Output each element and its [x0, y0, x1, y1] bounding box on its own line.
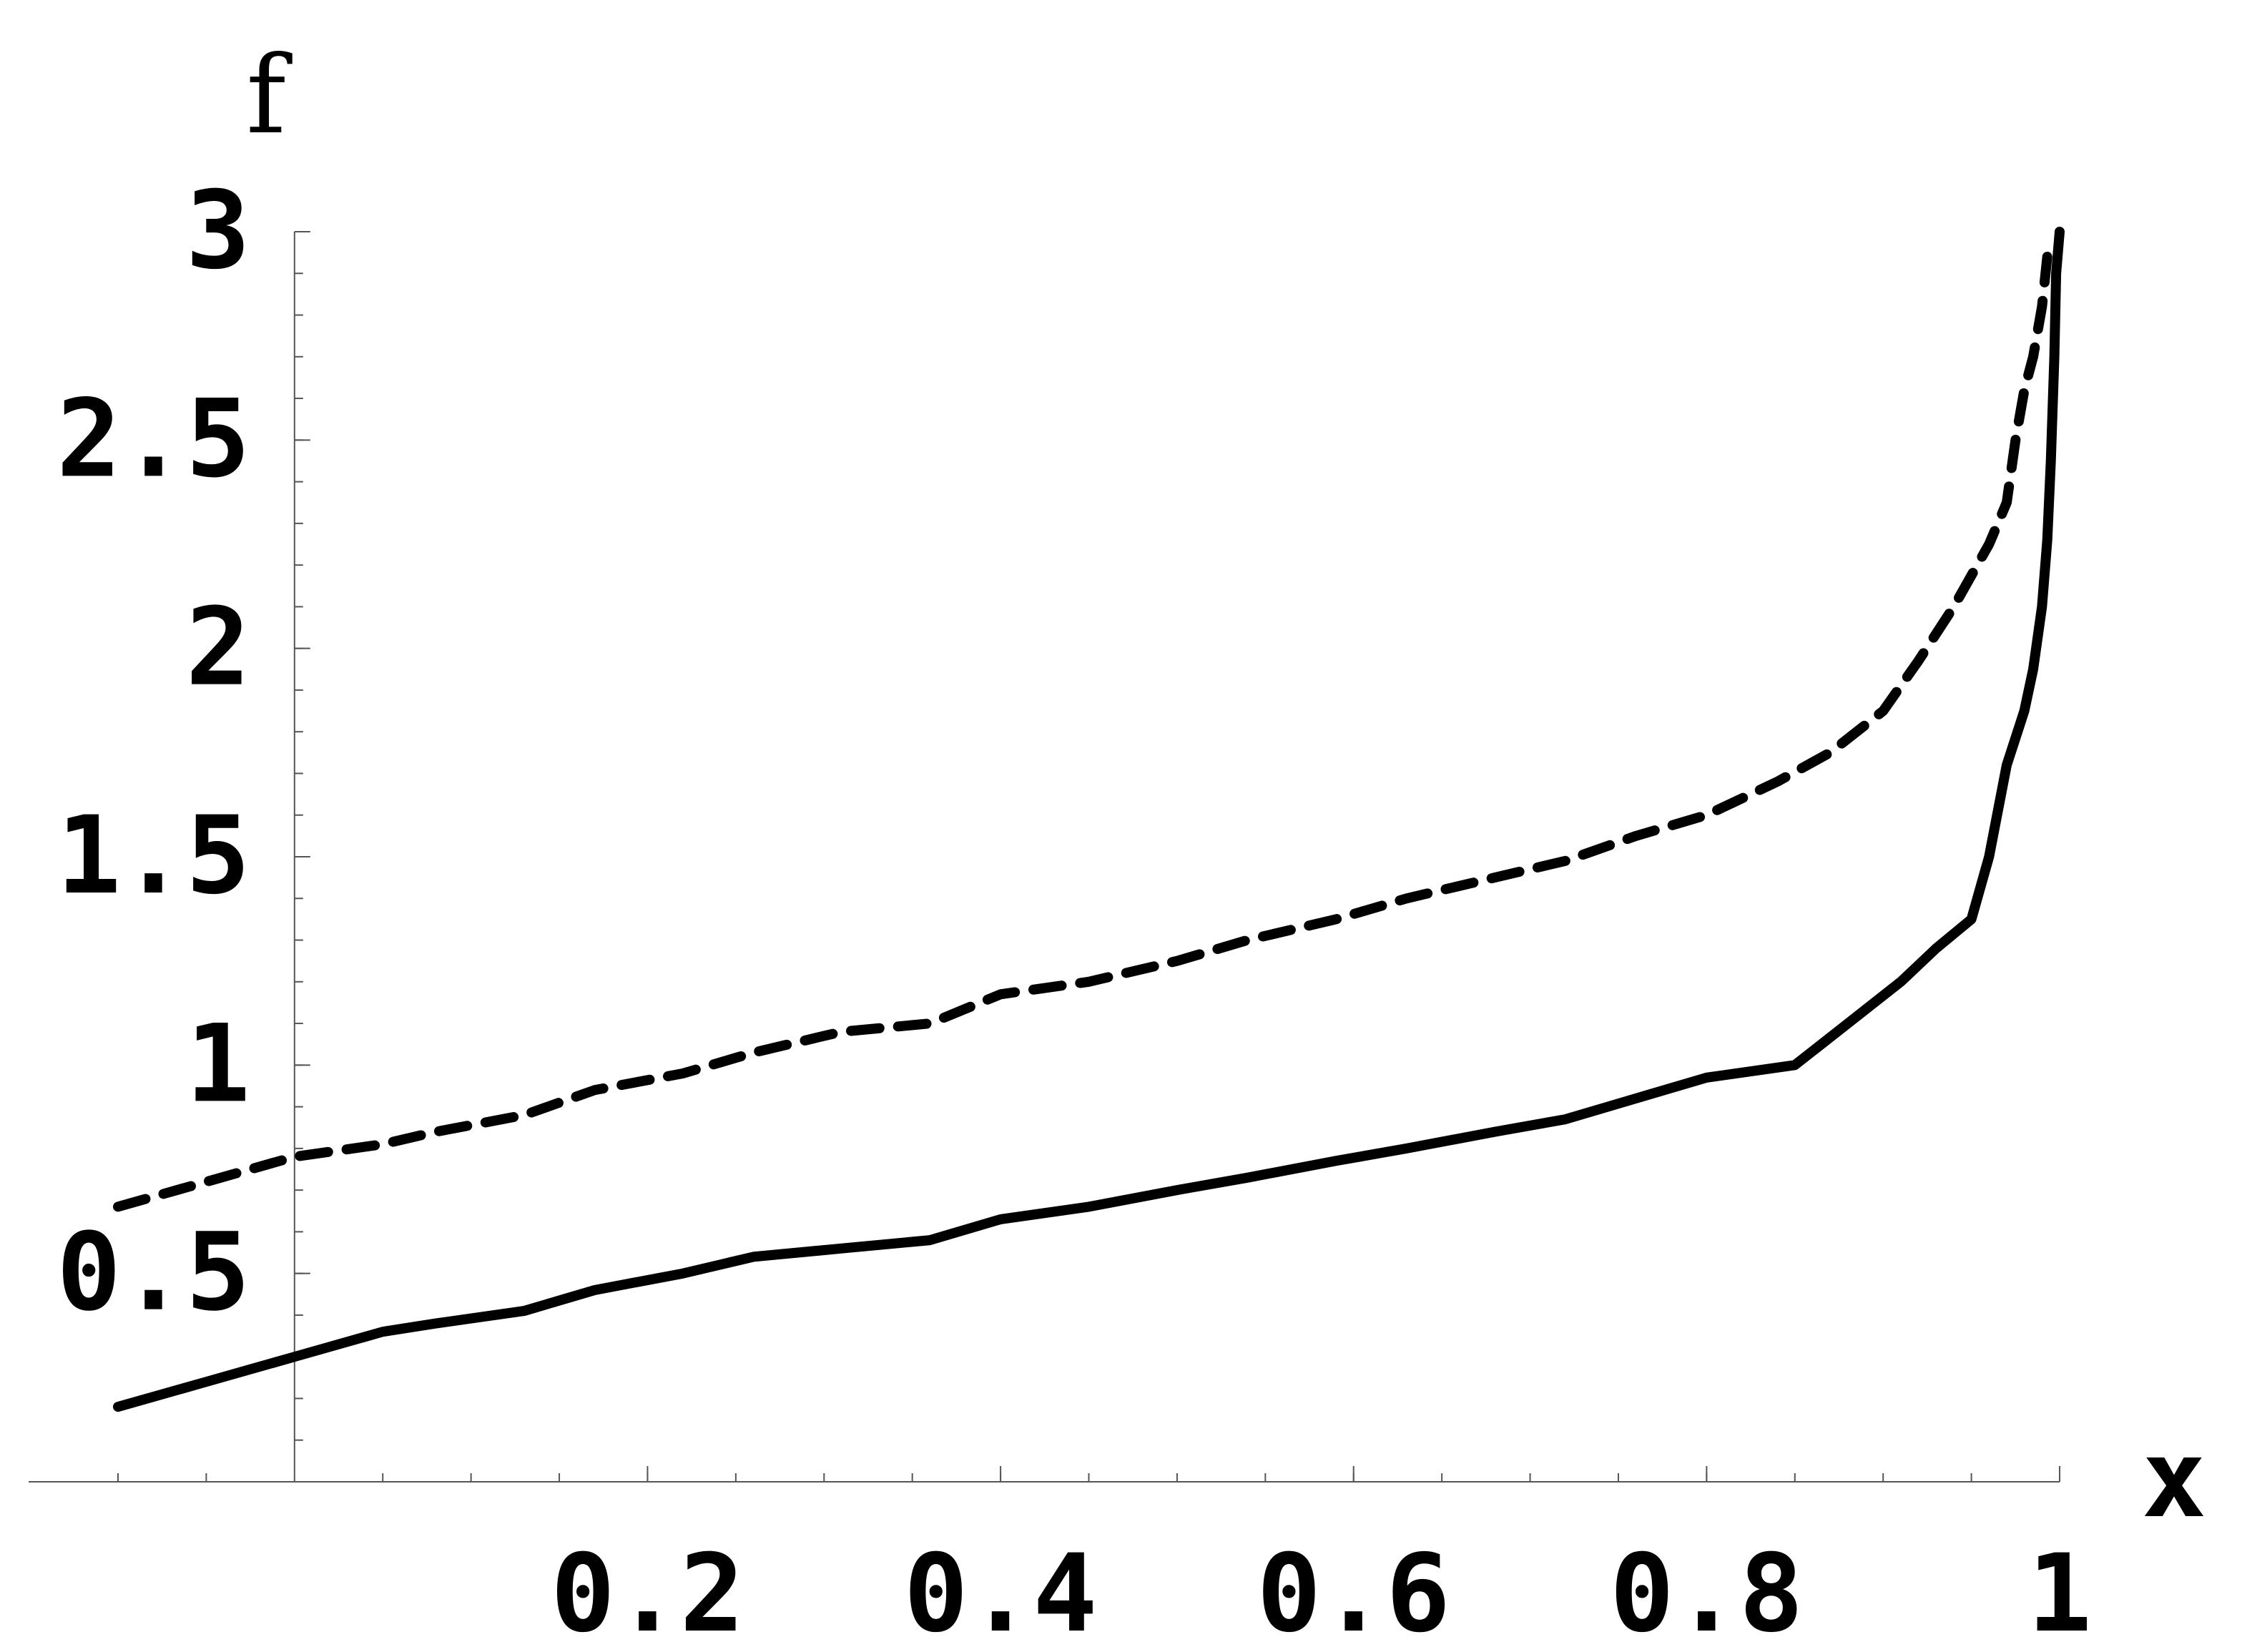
y-minor-ticks	[294, 231, 303, 1441]
y-tick-labels: 0.5 1 1.5 2 2.5 3	[56, 169, 250, 1335]
y-tick-label: 2.5	[56, 377, 250, 501]
series-layer	[113, 227, 2065, 1412]
x-tick-label: 0.6	[1257, 1532, 1450, 1652]
axes	[29, 231, 2060, 1483]
y-tick-label: 2	[186, 586, 250, 710]
y-tick-label: 0.5	[56, 1211, 250, 1335]
x-major-ticks	[646, 1466, 2060, 1482]
x-tick-label: 0.2	[551, 1532, 744, 1652]
x-axis-title: x	[2142, 1417, 2206, 1542]
dashed-series-line	[113, 252, 2052, 1212]
x-tick-label: 0.8	[1610, 1532, 1804, 1652]
x-tick-label: 1	[2027, 1532, 2092, 1652]
x-tick-label: 0.4	[904, 1532, 1098, 1652]
solid-series-line	[113, 227, 2065, 1412]
y-tick-label: 1.5	[56, 794, 250, 918]
x-minor-ticks	[117, 1473, 2060, 1482]
y-axis-title: f	[246, 34, 292, 158]
x-tick-labels: 0.2 0.4 0.6 0.8 1	[551, 1532, 2092, 1652]
y-tick-label: 1	[186, 1002, 250, 1126]
y-major-ticks	[294, 231, 310, 1274]
y-tick-label: 3	[186, 169, 250, 293]
